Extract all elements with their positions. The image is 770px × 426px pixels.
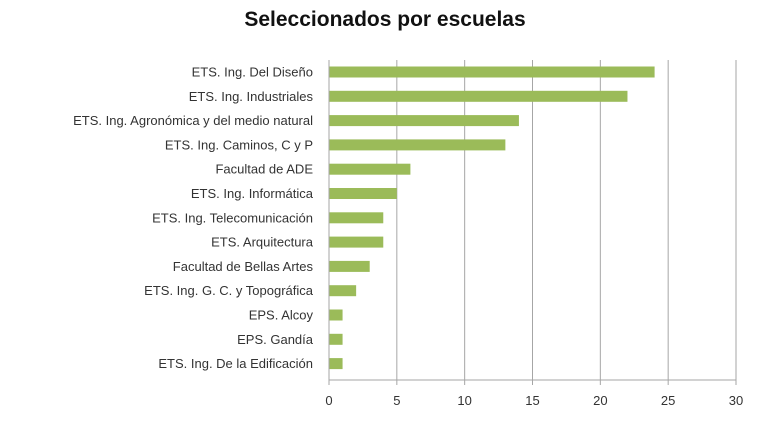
- bar: [329, 358, 343, 370]
- category-label: ETS. Arquitectura: [211, 235, 314, 250]
- x-tick-label: 0: [325, 393, 332, 408]
- bar: [329, 163, 411, 175]
- category-label: ETS. Ing. Industriales: [189, 89, 314, 104]
- category-label: EPS. Gandía: [237, 332, 314, 347]
- category-label: ETS. Ing. Agronómica y del medio natural: [73, 113, 313, 128]
- bar: [329, 260, 370, 272]
- bar: [329, 309, 343, 321]
- bar: [329, 139, 506, 151]
- category-label: EPS. Alcoy: [249, 308, 314, 323]
- category-label: ETS. Ing. Informática: [191, 186, 314, 201]
- bar: [329, 90, 628, 102]
- bar: [329, 333, 343, 345]
- bar: [329, 115, 519, 127]
- x-tick-label: 30: [729, 393, 743, 408]
- bar: [329, 188, 397, 199]
- x-tick-label: 5: [393, 393, 400, 408]
- category-label: Facultad de ADE: [215, 162, 313, 177]
- bar: [329, 236, 384, 248]
- category-label: ETS. Ing. G. C. y Topográfica: [144, 283, 314, 298]
- chart-title: Seleccionados por escuelas: [244, 8, 526, 31]
- x-tick-label: 20: [593, 393, 607, 408]
- category-label: ETS. Ing. Telecomunicación: [152, 210, 313, 225]
- category-label: ETS. Ing. Caminos, C y P: [165, 137, 313, 152]
- x-tick-label: 15: [525, 393, 539, 408]
- bar: [329, 212, 384, 224]
- category-label: Facultad de Bellas Artes: [173, 259, 314, 274]
- x-tick-label: 10: [457, 393, 471, 408]
- category-label: ETS. Ing. De la Edificación: [158, 356, 313, 371]
- x-tick-label: 25: [661, 393, 675, 408]
- bar: [329, 285, 357, 297]
- bar: [329, 66, 655, 78]
- category-label: ETS. Ing. Del Diseño: [192, 65, 313, 80]
